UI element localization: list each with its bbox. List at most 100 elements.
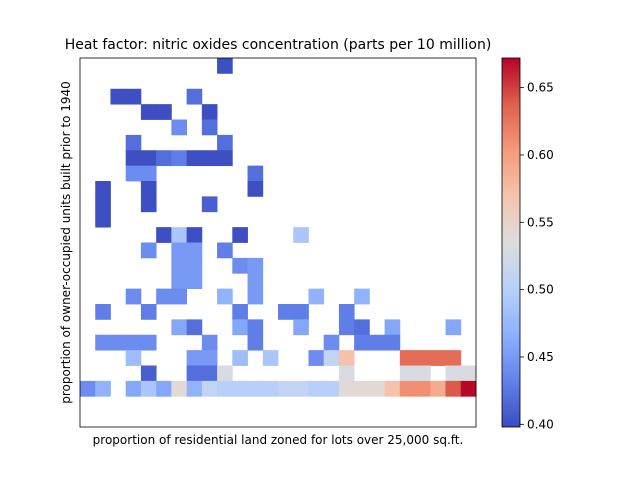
heatmap-cell [232,304,248,320]
heatmap-cell [140,365,157,382]
heatmap-cell [247,380,264,397]
heatmap-cell [171,150,188,167]
heatmap-cell [445,319,462,336]
heatmap-cell [338,319,355,336]
heatmap-cell [186,319,203,336]
heatmap-cell [171,319,188,336]
heatmap-cell [217,134,233,151]
heatmap-cell [308,380,325,397]
heatmap-cell [232,380,248,397]
colorbar-tick-label: 0.65 [527,81,554,95]
heatmap-cell [125,288,142,305]
heatmap-cell [95,380,111,397]
heatmap-cell [217,242,233,259]
heatmap-cell [186,273,203,290]
heatmap-cell [186,365,203,382]
heatmap-cell [201,350,218,366]
heatmap-cell [217,365,233,382]
heatmap-cell [201,150,218,167]
heatmap-cell [415,380,431,397]
colorbar-ticks: 0.40 0.45 0.50 0.55 0.60 0.65 [520,81,554,431]
heatmap-cell [140,380,157,397]
heatmap-cell [140,304,157,320]
heatmap-cell [125,134,142,151]
heatmap-cell [232,227,248,243]
heatmap-cell [460,380,477,397]
heatmap-cell [247,165,264,182]
heatmap-cell [156,288,172,305]
heatmap-cell [156,150,172,167]
chart-title: Heat factor: nitric oxides concentration… [65,37,492,53]
heatmap-cell [293,380,309,397]
heatmap-cell [399,365,416,382]
heatmap-cell [399,380,416,397]
heatmap-cell [247,273,264,290]
heatmap-cell [125,350,142,366]
heatmap-cell [125,150,142,167]
heatmap-cell [217,58,233,74]
heatmap-cell [308,288,325,305]
heatmap-cell [384,380,401,397]
heatmap-cell [430,380,446,397]
heatmap-cell [171,242,188,259]
heatmap-cell [445,365,462,382]
x-axis-label: proportion of residential land zoned for… [93,433,464,447]
heatmap-cell [140,150,157,167]
heatmap-cell [186,242,203,259]
heatmap-cells [80,58,477,397]
heatmap-cell [338,365,355,382]
heatmap-cell [201,334,218,351]
colorbar-tick-label: 0.55 [527,215,554,229]
heatmap-cell [338,304,355,320]
heatmap-cell [186,88,203,105]
heatmap-cell [217,150,233,167]
heatmap-cell [323,380,340,397]
heatmap-cell [354,319,370,336]
heatmap-cell [232,319,248,336]
heatmap-cell [95,211,111,228]
heatmap-cell [217,380,233,397]
heatmap-cell [186,350,203,366]
colorbar-tick-label: 0.40 [527,417,554,431]
heatmap-cell [354,380,370,397]
heatmap-cell [415,350,431,366]
heatmap-cell [95,181,111,197]
heatmap-cell [125,334,142,351]
heatmap-cell [156,380,172,397]
heatmap-cell [95,196,111,213]
heatmap-cell [247,334,264,351]
heatmap-cell [354,288,370,305]
heatmap-cell [186,227,203,243]
heatmap-cell [110,88,127,105]
heatmap-cell [140,165,157,182]
heatmap-cell [247,257,264,274]
heatmap-cell [201,365,218,382]
heatmap-cell [186,150,203,167]
heatmap-cell [171,273,188,290]
heatmap-cell [217,288,233,305]
heatmap-cell [399,350,416,366]
heatmap-cell [384,319,401,336]
heatmap-cell [201,119,218,136]
heatmap-cell [125,165,142,182]
heatmap-cell [308,350,325,366]
heatmap-cell [156,104,172,120]
heatmap-cell [293,227,309,243]
heatmap-cell [171,119,188,136]
plot-frame [79,57,477,428]
heatmap-cell [278,304,294,320]
heatmap-cell [201,196,218,213]
heatmap-cell [293,319,309,336]
heatmap-cell [369,380,386,397]
heatmap-cell [201,380,218,397]
heatmap-cell [140,196,157,213]
heatmap-cell [338,380,355,397]
heatmap-cell [186,380,203,397]
heatmap-cell [232,350,248,366]
heatmap-cell [247,181,264,197]
heatmap-cell [171,288,188,305]
heatmap-cell [140,104,157,120]
heatmap-cell [186,257,203,274]
colorbar-tick-label: 0.50 [527,283,554,297]
